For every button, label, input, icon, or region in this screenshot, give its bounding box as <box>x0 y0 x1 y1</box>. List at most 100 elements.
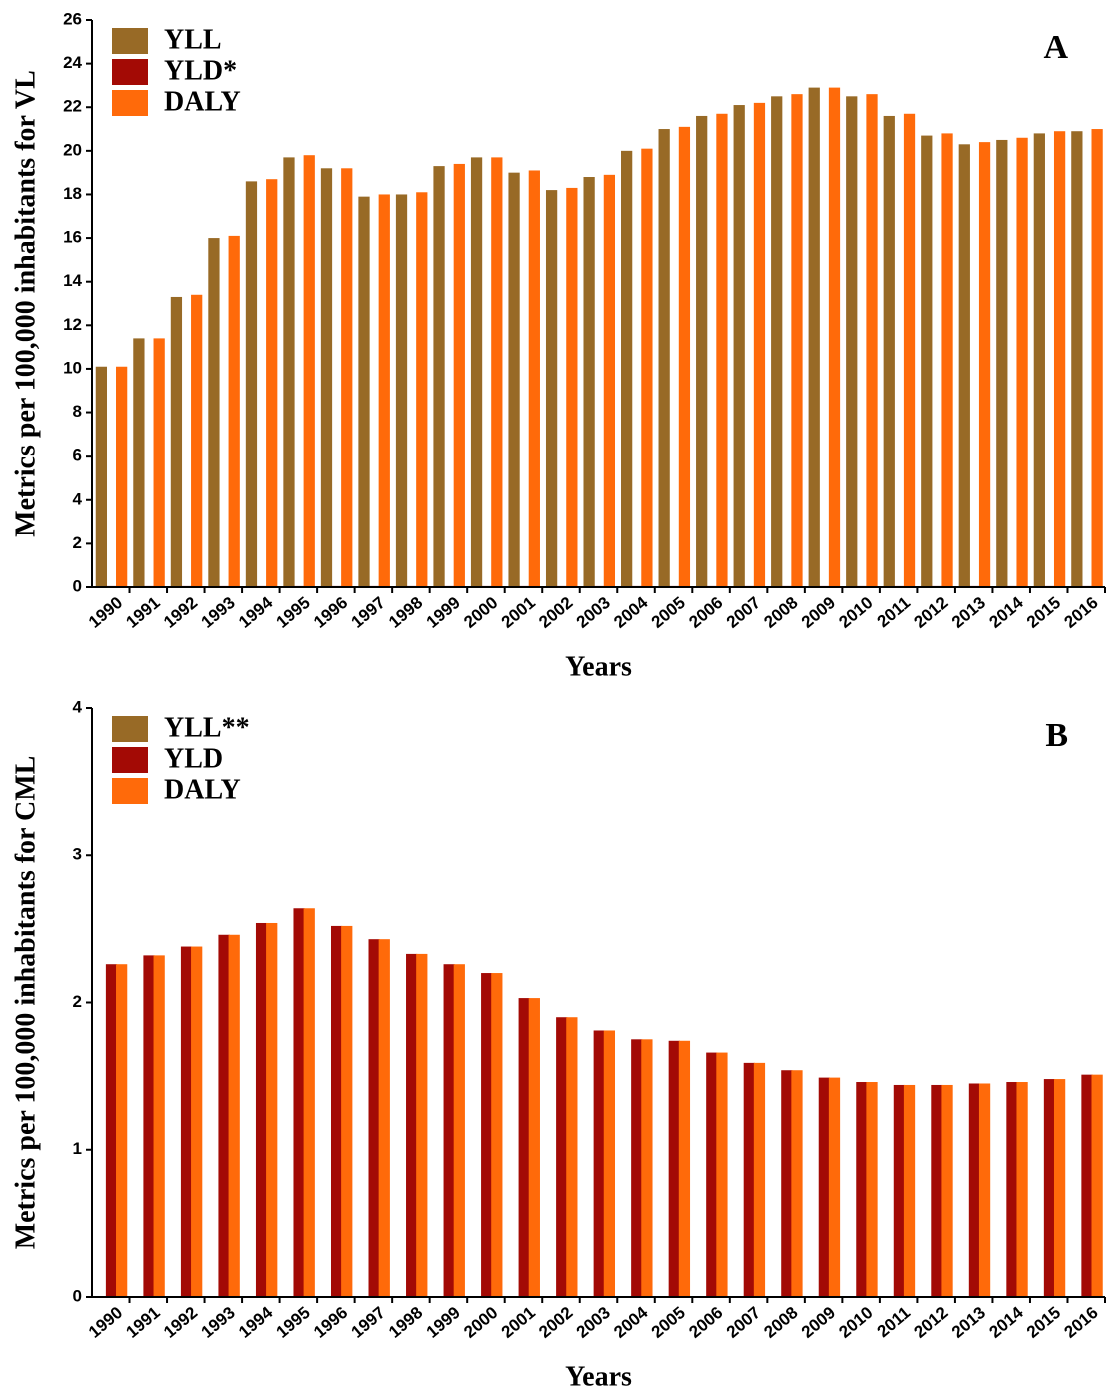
y-tick-label: 24 <box>63 53 82 72</box>
bar <box>828 1077 841 1297</box>
x-tick-label: 2009 <box>798 1303 839 1342</box>
bar <box>996 139 1008 587</box>
bar <box>228 934 240 1297</box>
bar <box>658 129 670 588</box>
bar <box>491 157 503 587</box>
bar <box>903 113 916 588</box>
x-tick-label: 2004 <box>610 593 652 632</box>
bar <box>105 964 118 1297</box>
y-tick-label: 12 <box>63 315 82 334</box>
x-tick-label: 2012 <box>910 593 951 632</box>
x-tick-label: 2000 <box>460 593 501 632</box>
y-tick-label: 8 <box>73 402 82 421</box>
x-tick-label: 2007 <box>723 593 764 632</box>
x-tick-label: 1997 <box>348 593 389 632</box>
bar <box>95 366 108 587</box>
x-tick-label: 2011 <box>874 593 914 631</box>
bar <box>631 1039 643 1297</box>
y-tick-label: 4 <box>73 489 83 508</box>
y-tick-label: 18 <box>63 184 82 203</box>
x-axis-title: Years <box>565 1361 632 1392</box>
y-tick-label: 4 <box>73 697 83 716</box>
bar <box>416 192 428 587</box>
bar <box>1016 1082 1028 1297</box>
x-tick-label: 2005 <box>648 593 689 632</box>
y-tick-label: 1 <box>73 1139 82 1158</box>
bar <box>208 238 220 588</box>
bar <box>1081 1074 1093 1297</box>
bar <box>1091 129 1103 588</box>
y-tick-label: 0 <box>73 576 82 595</box>
x-tick-label: 2002 <box>535 1303 576 1342</box>
x-tick-label: 2002 <box>535 593 576 632</box>
x-tick-label: 1997 <box>348 1303 389 1342</box>
bar <box>566 187 578 587</box>
bar <box>395 194 408 587</box>
x-tick-label: 2016 <box>1061 593 1102 632</box>
bar <box>255 922 268 1297</box>
bar <box>921 135 933 588</box>
bar <box>1006 1082 1018 1297</box>
bar <box>245 181 258 587</box>
legend-swatch <box>112 59 148 85</box>
y-tick-label: 14 <box>63 271 82 290</box>
bar <box>846 96 858 588</box>
x-tick-label: 2014 <box>985 1303 1027 1342</box>
x-tick-label: 2007 <box>723 1303 764 1342</box>
bar <box>706 1052 718 1297</box>
bar <box>856 1082 868 1297</box>
legend-swatch <box>112 778 148 804</box>
bar <box>266 179 278 587</box>
legend-swatch <box>112 28 148 54</box>
x-tick-label: 1999 <box>423 593 464 632</box>
bar <box>406 953 418 1297</box>
bar <box>621 150 633 587</box>
bar <box>545 190 558 587</box>
x-tick-label: 2008 <box>760 1303 801 1342</box>
bar <box>470 157 483 587</box>
bar <box>416 953 428 1297</box>
bar <box>433 166 445 587</box>
y-tick-label: 6 <box>73 446 82 465</box>
y-tick-label: 22 <box>63 97 82 116</box>
bar <box>828 87 841 587</box>
x-tick-label: 2003 <box>573 593 614 632</box>
x-tick-label: 2003 <box>573 1303 614 1342</box>
x-tick-label: 1993 <box>198 593 239 632</box>
y-tick-label: 3 <box>73 845 82 864</box>
bar <box>866 94 878 588</box>
bar <box>556 1017 568 1297</box>
x-tick-label: 1995 <box>273 1303 314 1342</box>
x-tick-label: 1991 <box>123 593 164 632</box>
bar <box>320 168 333 588</box>
x-tick-label: 1990 <box>85 593 126 632</box>
bar <box>978 1083 991 1297</box>
y-tick-label: 16 <box>63 228 82 247</box>
x-tick-label: 1998 <box>385 593 426 632</box>
bar <box>1071 131 1083 587</box>
x-tick-label: 1993 <box>198 1303 239 1342</box>
bar <box>593 1030 605 1297</box>
x-tick-label: 2012 <box>910 1303 951 1342</box>
y-tick-label: 0 <box>73 1286 82 1305</box>
y-axis-title: Metrics per 100,000 inhabitants for VL <box>10 70 41 537</box>
bar <box>753 102 766 587</box>
bar <box>191 946 203 1297</box>
x-tick-label: 2008 <box>760 593 801 632</box>
bar <box>771 96 783 588</box>
bar <box>358 196 370 587</box>
bar <box>603 1030 616 1297</box>
bar <box>378 939 390 1297</box>
legend-swatch <box>112 747 148 773</box>
bar <box>528 998 540 1297</box>
bar <box>791 1070 803 1297</box>
bar <box>1053 1079 1066 1297</box>
bar <box>696 115 708 587</box>
bar <box>368 939 380 1297</box>
legend-swatch <box>112 90 148 116</box>
x-tick-label: 1994 <box>235 593 277 632</box>
y-tick-label: 26 <box>63 9 82 28</box>
x-axis-title: Years <box>565 651 632 682</box>
bar <box>866 1082 878 1297</box>
